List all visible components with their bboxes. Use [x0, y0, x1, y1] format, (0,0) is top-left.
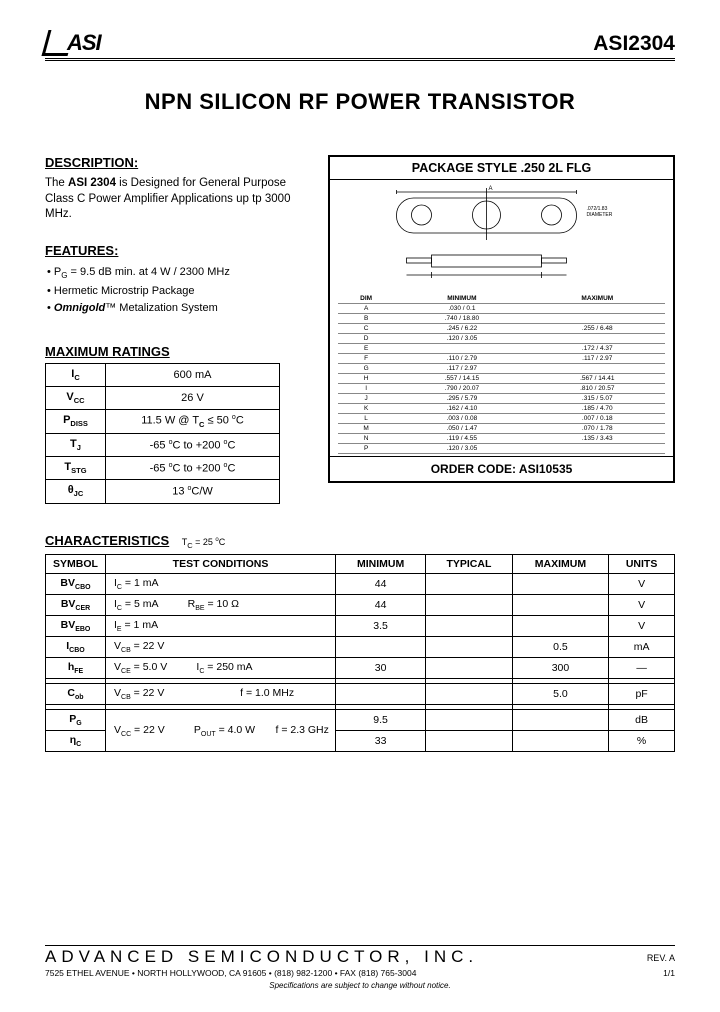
ratings-heading: MAXIMUM RATINGS	[45, 344, 310, 359]
table-row: hFEVCE = 5.0 V IC = 250 mA30300—	[46, 657, 675, 678]
table-row: CobVCB = 22 V f = 1.0 MHz5.0pF	[46, 683, 675, 704]
table-row: BVEBOIE = 1 mA3.5V	[46, 615, 675, 636]
feature-item: Omnigold™ Metalization System	[47, 300, 310, 318]
ratings-val: -65 oC to +200 oC	[106, 457, 280, 480]
table-row: TJ-65 oC to +200 oC	[46, 433, 280, 456]
characteristics-condition: TC = 25 oC	[182, 537, 226, 547]
company-name: ADVANCED SEMICONDUCTOR, INC.	[45, 947, 478, 967]
col-test: TEST CONDITIONS	[106, 554, 336, 573]
col-units: UNITS	[609, 554, 675, 573]
features-list: PG = 9.5 dB min. at 4 W / 2300 MHz Herme…	[45, 264, 310, 318]
table-row: ICBOVCB = 22 V0.5mA	[46, 636, 675, 657]
ratings-table: IC600 mA VCC26 V PDISS11.5 W @ TC ≤ 50 o…	[45, 363, 280, 504]
desc-pre: The	[45, 177, 68, 189]
part-number: ASI2304	[593, 32, 675, 56]
description-heading: DESCRIPTION:	[45, 155, 310, 170]
left-column: DESCRIPTION: The ASI 2304 is Designed fo…	[45, 155, 310, 504]
revision: REV. A	[647, 953, 675, 963]
desc-bold: ASI 2304	[68, 177, 116, 189]
package-title: PACKAGE STYLE .250 2L FLG	[330, 157, 673, 180]
characteristics-table: SYMBOL TEST CONDITIONS MINIMUM TYPICAL M…	[45, 554, 675, 753]
table-row: BVCBOIC = 1 mA44V	[46, 573, 675, 594]
order-code: ORDER CODE: ASI10535	[330, 456, 673, 481]
table-row: BVCERIC = 5 mA RBE = 10 Ω44V	[46, 594, 675, 615]
logo: ASI	[45, 30, 101, 56]
table-row: PGVCC = 22 V POUT = 4.0 W f = 2.3 GHz9.5…	[46, 710, 675, 731]
dimension-table: DIMMINIMUMMAXIMUMA.030 / 0.1B.740 / 18.8…	[338, 294, 665, 454]
svg-text:A: A	[489, 186, 493, 192]
features-heading: FEATURES:	[45, 243, 310, 258]
footer: ADVANCED SEMICONDUCTOR, INC. REV. A 7525…	[45, 945, 675, 990]
address-text: 7525 ETHEL AVENUE • NORTH HOLLYWOOD, CA …	[45, 968, 416, 978]
col-symbol: SYMBOL	[46, 554, 106, 573]
ratings-val: 26 V	[106, 386, 280, 409]
col-max: MAXIMUM	[512, 554, 608, 573]
ratings-val: 11.5 W @ TC ≤ 50 oC	[106, 410, 280, 434]
description-text: The ASI 2304 is Designed for General Pur…	[45, 176, 310, 223]
header: ASI ASI2304	[45, 30, 675, 61]
col-min: MINIMUM	[336, 554, 426, 573]
table-row: θJC13 oC/W	[46, 480, 280, 503]
main-title: NPN SILICON RF POWER TRANSISTOR	[45, 89, 675, 115]
characteristics-section: CHARACTERISTICS TC = 25 oC SYMBOL TEST C…	[45, 532, 675, 753]
ratings-val: 600 mA	[106, 363, 280, 386]
feature-item: Hermetic Microstrip Package	[47, 283, 310, 301]
characteristics-heading: CHARACTERISTICS	[45, 533, 169, 548]
svg-text:DIAMETER: DIAMETER	[587, 212, 613, 218]
ratings-val: -65 oC to +200 oC	[106, 433, 280, 456]
right-column: PACKAGE STYLE .250 2L FLG A .072/1.83	[328, 155, 675, 504]
content-columns: DESCRIPTION: The ASI 2304 is Designed fo…	[45, 155, 675, 504]
ratings-val: 13 oC/W	[106, 480, 280, 503]
disclaimer: Specifications are subject to change wit…	[45, 981, 675, 990]
dim-table-wrap: DIMMINIMUMMAXIMUMA.030 / 0.1B.740 / 18.8…	[330, 290, 673, 456]
table-row: PDISS11.5 W @ TC ≤ 50 oC	[46, 410, 280, 434]
page-number: 1/1	[663, 968, 675, 978]
table-header-row: SYMBOL TEST CONDITIONS MINIMUM TYPICAL M…	[46, 554, 675, 573]
table-row: TSTG-65 oC to +200 oC	[46, 457, 280, 480]
package-box: PACKAGE STYLE .250 2L FLG A .072/1.83	[328, 155, 675, 483]
table-row: VCC26 V	[46, 386, 280, 409]
feature-item: PG = 9.5 dB min. at 4 W / 2300 MHz	[47, 264, 310, 283]
col-typ: TYPICAL	[426, 554, 513, 573]
table-row: IC600 mA	[46, 363, 280, 386]
address-line: 7525 ETHEL AVENUE • NORTH HOLLYWOOD, CA …	[45, 968, 675, 978]
package-drawing: A .072/1.83 DIAMETER	[330, 180, 673, 290]
